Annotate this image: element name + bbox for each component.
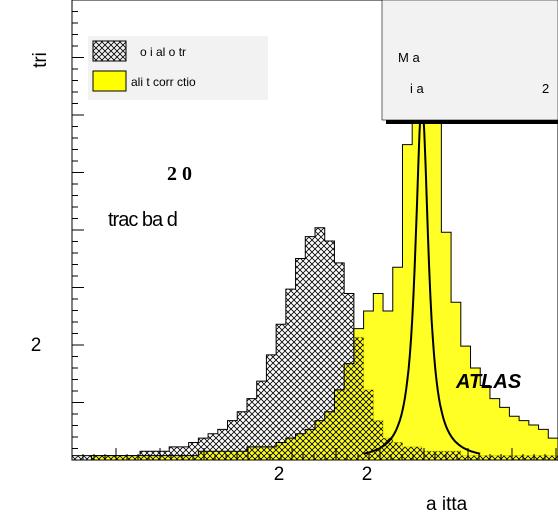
legend-swatch-yellow [92, 70, 127, 92]
legend-label-2: ali t corr ctio [131, 75, 196, 89]
stats-box-line-2-right: 2 [542, 81, 549, 96]
y-axis-title: tri [30, 52, 51, 68]
sample-label: trac ba d [108, 209, 177, 231]
x-tick-label-2: 2 [362, 464, 373, 485]
stats-box-line-2-left: i a [410, 81, 425, 96]
x-tick-label-1: 2 [274, 464, 285, 485]
energy-label: 2 0 [167, 163, 192, 185]
histogram-layer [71, 21, 558, 461]
stats-box: M a i a 2 [381, 0, 558, 124]
x-axis-title: a itta [426, 494, 468, 515]
legend-swatch-crosshatch [92, 40, 127, 62]
stats-box-background [381, 0, 558, 121]
series-overlap-hatch [72, 337, 558, 460]
x-ticks [71, 448, 557, 460]
y-ticks [72, 0, 84, 449]
legend: o i al o tr ali t corr ctio [88, 36, 268, 100]
stats-box-line-1: M a [398, 50, 420, 65]
legend-label-1: o i al o tr [140, 45, 186, 59]
experiment-label: ATLAS [455, 371, 522, 393]
y-tick-label-1: 2 [31, 335, 42, 356]
